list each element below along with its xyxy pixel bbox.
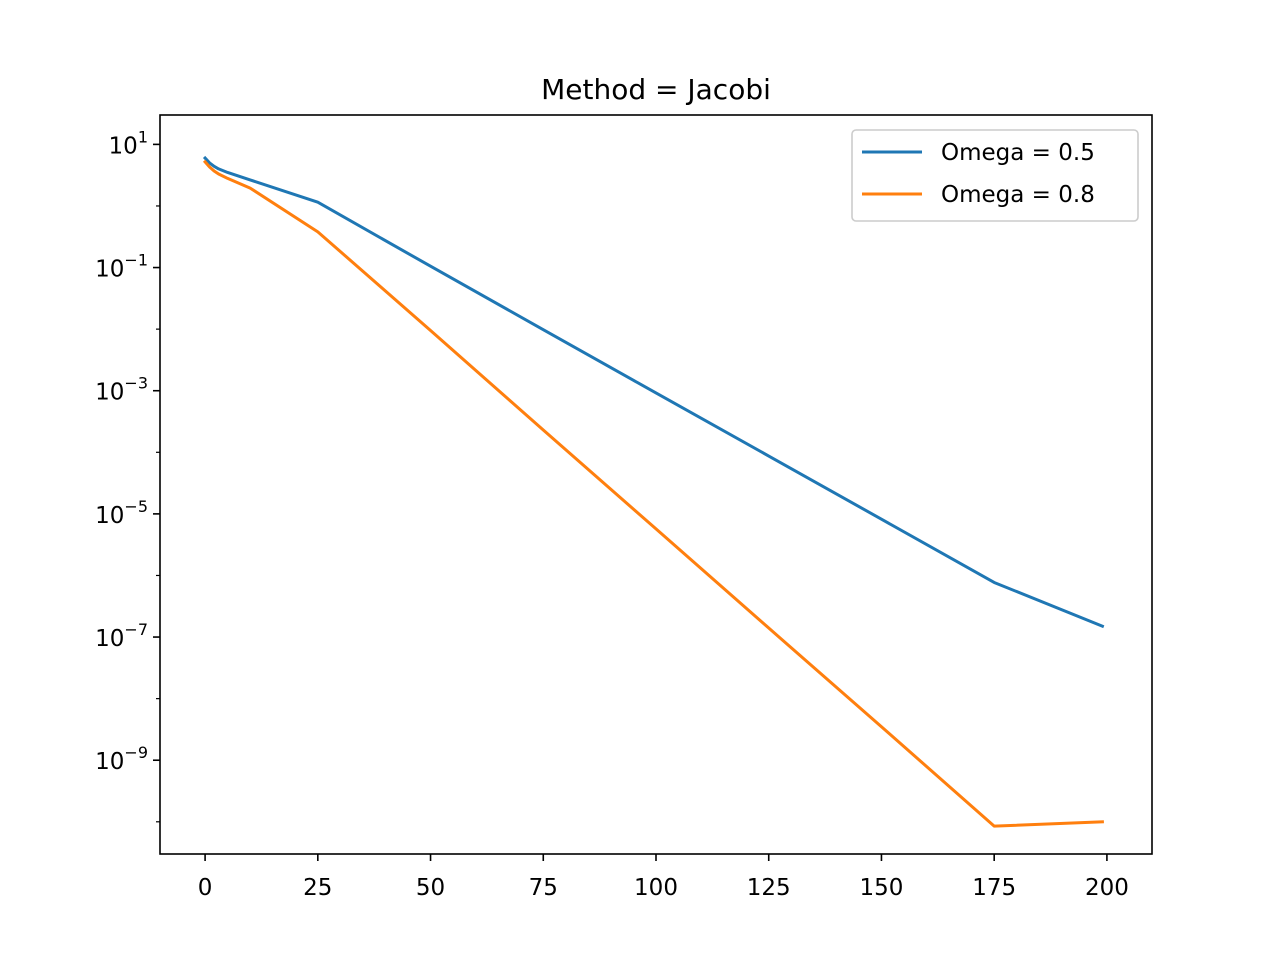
legend-box <box>851 129 1139 222</box>
x-tick-label: 150 <box>860 875 904 901</box>
x-tick-label: 50 <box>416 875 445 901</box>
y-tick-label: 10−3 <box>95 374 148 406</box>
x-tick-label: 125 <box>747 875 791 901</box>
x-tick-label: 25 <box>303 875 332 901</box>
y-tick-exponent: −1 <box>124 251 148 270</box>
x-tick-label: 75 <box>529 875 558 901</box>
series-line-1 <box>202 155 1105 629</box>
y-tick-label: 10−5 <box>95 497 148 529</box>
y-tick-label: 101 <box>109 127 148 159</box>
series-line-2 <box>202 159 1104 828</box>
y-tick-base: 10 <box>95 503 124 529</box>
y-tick-exponent: 1 <box>138 127 148 146</box>
x-tick-label: 0 <box>198 875 213 901</box>
x-tick-label: 175 <box>972 875 1016 901</box>
legend-label: Omega = 0.8 <box>941 182 1095 208</box>
chart-title: Method = Jacobi <box>541 73 771 106</box>
y-tick-base: 10 <box>95 257 124 283</box>
series-layer <box>202 155 1105 828</box>
y-tick-label: 10−9 <box>95 743 148 775</box>
x-tick-label: 100 <box>634 875 678 901</box>
y-tick-label: 10−7 <box>95 620 148 652</box>
legend-label: Omega = 0.5 <box>941 140 1095 166</box>
y-tick-exponent: −9 <box>124 743 148 762</box>
legend: Omega = 0.5 Omega = 0.8 <box>851 129 1139 222</box>
y-tick-base: 10 <box>95 626 124 652</box>
y-tick-exponent: −5 <box>124 497 148 516</box>
x-axis: 0 25 50 75 100 125 150 175 200 <box>198 854 1129 901</box>
plot-frame <box>159 114 1153 855</box>
x-tick-label: 200 <box>1085 875 1129 901</box>
y-tick-label: 10−1 <box>95 251 148 283</box>
y-tick-base: 10 <box>95 380 124 406</box>
y-tick-base: 10 <box>109 133 138 159</box>
y-tick-base: 10 <box>95 749 124 775</box>
y-tick-exponent: −7 <box>124 620 148 639</box>
y-tick-exponent: −3 <box>124 374 148 393</box>
